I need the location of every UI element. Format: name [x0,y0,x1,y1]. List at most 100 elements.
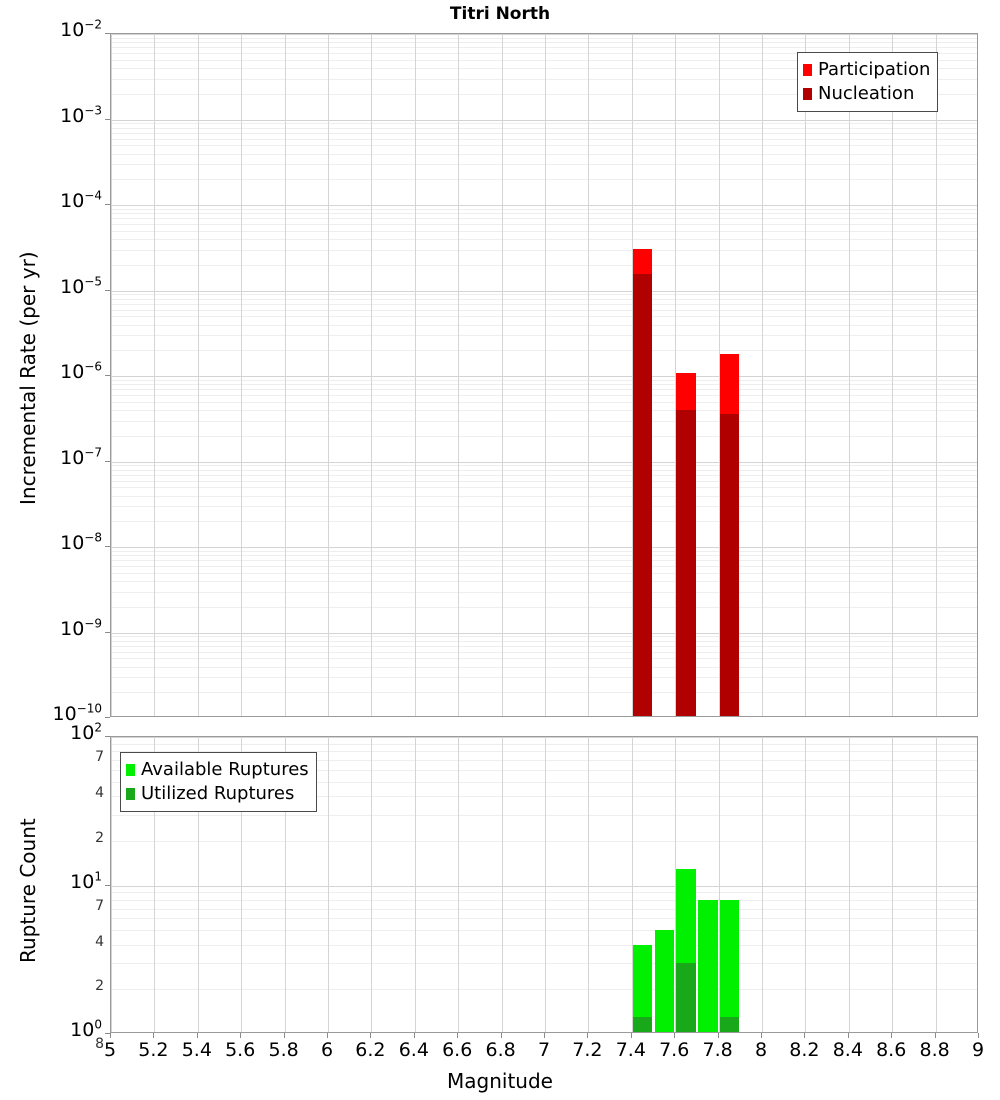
gridline-minor [111,59,977,61]
x-tick-label: 5.2 [138,1039,169,1061]
gridline-vertical [545,737,546,1032]
gridline-minor [111,814,977,816]
gridline-vertical [458,34,460,716]
top-y-tickmark [105,546,110,547]
x-tick-label: 8.2 [789,1039,820,1061]
bottom-y-minor-tick-label: 2 [95,829,104,846]
gridline-major [111,376,977,377]
gridline-minor [111,298,977,300]
gridline-minor [111,68,977,69]
x-tickmark [804,1033,806,1038]
bar-nucleation [719,413,740,716]
gridline-vertical [892,34,894,716]
x-axis-label: Magnitude [447,1069,553,1093]
gridline-major [111,205,977,206]
nucleation-swatch-icon [803,88,812,100]
gridline-vertical [197,34,199,716]
top-y-tick-label: 10−6 [60,359,102,383]
gridline-minor [111,401,977,403]
gridline-minor [111,645,977,647]
gridline-minor [111,264,977,266]
gridline-major [111,885,977,887]
gridline-minor [111,572,977,574]
x-tick-label: 8.6 [876,1039,907,1061]
gridline-minor [111,465,977,467]
x-tick-label: 7.8 [702,1039,733,1061]
gridline-vertical [848,737,850,1032]
x-tickmark [587,1033,589,1038]
gridline-vertical [241,34,243,716]
gridline-vertical [718,34,720,716]
gridline-minor [111,892,977,894]
gridline-vertical [631,737,633,1032]
top-y-tickmark [105,717,110,718]
bottom-y-tickmark [105,1033,110,1034]
gridline-minor [111,153,977,155]
top-y-tick-label: 10−2 [60,17,102,41]
gridline-vertical [328,34,329,716]
bar-available-ruptures [698,899,718,1032]
bottom-legend-item-utilized: Utilized Ruptures [126,782,309,806]
x-tickmark [153,1033,155,1038]
gridline-minor [111,395,977,396]
gridline-vertical [588,34,590,716]
bottom-legend: Available Ruptures Utilized Ruptures [120,752,317,812]
gridline-minor [111,294,977,296]
x-tick-label: 7.6 [659,1039,690,1061]
gridline-vertical [892,737,894,1032]
gridline-minor [111,218,977,220]
bottom-y-tick-label: 101 [70,869,102,893]
gridline-minor [111,78,977,80]
bottom-legend-item-available: Available Ruptures [126,758,309,782]
gridline-minor [111,350,977,352]
utilized-swatch-icon [126,788,135,800]
gridline-vertical [284,34,286,716]
gridline-minor [111,781,977,783]
gridline-minor [111,127,977,129]
gridline-vertical [762,34,763,716]
bar-nucleation [676,410,696,716]
gridline-minor [111,410,977,411]
x-tickmark [978,1033,979,1038]
gridline-vertical [284,737,286,1032]
gridline-minor [111,249,977,251]
x-tick-label: 8 [754,1039,768,1061]
available-swatch-icon [126,764,135,776]
gridline-minor [111,908,977,910]
top-y-tickmark [105,204,110,205]
gridline-minor [111,840,977,842]
top-y-tickmark [105,375,110,376]
top-legend-item-nucleation: Nucleation [803,82,930,106]
gridline-minor [111,480,977,482]
gridline-minor [111,640,977,642]
x-tick-label: 9 [971,1039,985,1061]
gridline-minor [111,324,977,326]
gridline-vertical [111,34,112,716]
gridline-minor [111,37,977,39]
gridline-minor [111,636,977,638]
gridline-minor [111,335,977,337]
gridline-minor [111,550,977,552]
top-legend: Participation Nucleation [797,52,939,112]
gridline-vertical [328,737,329,1032]
x-tickmark [457,1033,459,1038]
x-tick-label: 7.4 [615,1039,646,1061]
gridline-minor [111,989,977,991]
gridline-vertical [371,34,373,716]
bottom-y-axis-label: Rupture Count [16,817,40,963]
gridline-vertical [805,737,807,1032]
gridline-minor [111,208,977,210]
gridline-minor [111,769,977,771]
top-y-tick-label: 10−10 [52,701,102,725]
gridline-vertical [154,737,156,1032]
top-y-axis-label: Incremental Rate (per yr) [16,251,40,505]
gridline-minor [111,692,977,694]
top-y-tickmark [105,631,110,633]
gridline-minor [111,566,977,567]
x-tick-label: 6 [320,1039,334,1061]
top-y-tick-label: 10−8 [60,530,102,554]
participation-swatch-icon [803,64,812,76]
gridline-minor [111,239,977,240]
gridline-minor [111,560,977,562]
